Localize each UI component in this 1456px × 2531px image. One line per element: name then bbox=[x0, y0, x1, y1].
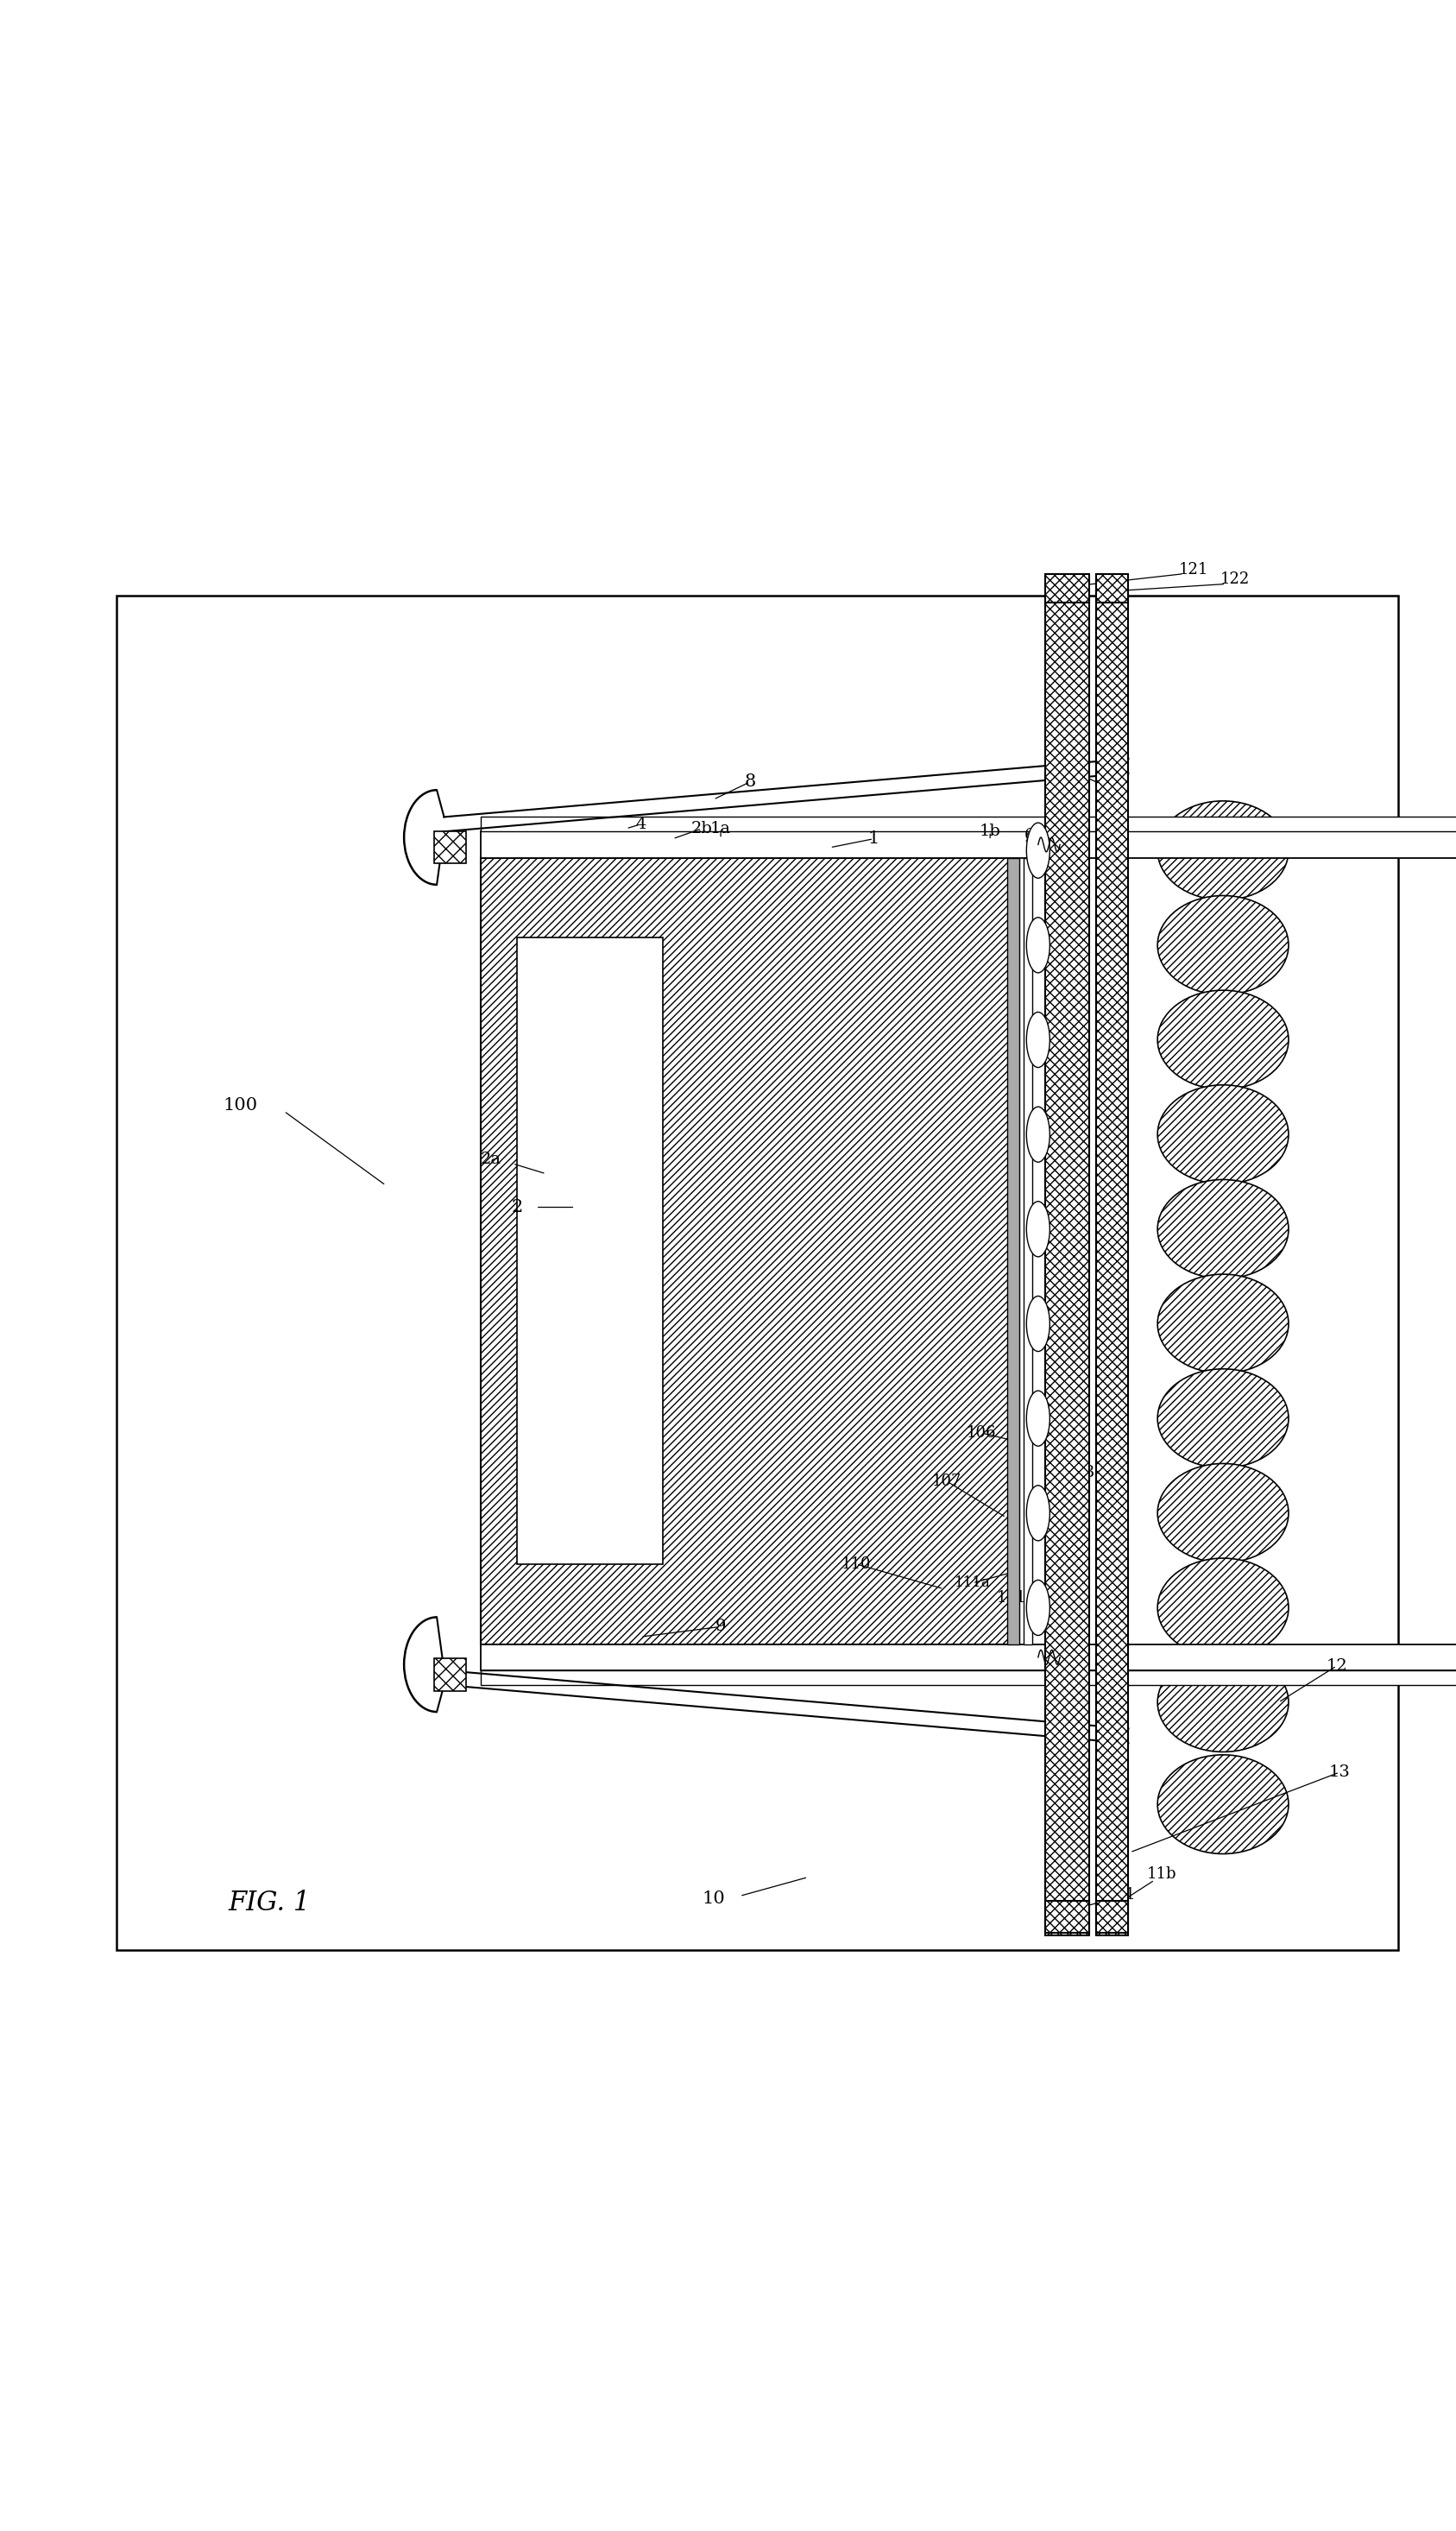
Bar bbox=[1045, 575, 1089, 602]
Text: 4: 4 bbox=[635, 818, 646, 833]
Text: 2: 2 bbox=[511, 1200, 523, 1215]
Ellipse shape bbox=[1158, 1463, 1289, 1562]
Ellipse shape bbox=[1026, 916, 1050, 972]
Text: 8: 8 bbox=[744, 774, 756, 790]
Text: 11b: 11b bbox=[1147, 1865, 1176, 1883]
Text: 111: 111 bbox=[997, 1589, 1026, 1605]
Bar bbox=[480, 1645, 1456, 1670]
Ellipse shape bbox=[1026, 1106, 1050, 1162]
Text: 11a: 11a bbox=[1060, 1873, 1089, 1888]
Text: 111b: 111b bbox=[1022, 1602, 1060, 1617]
Text: 3: 3 bbox=[1083, 1465, 1095, 1481]
Text: 1: 1 bbox=[868, 830, 879, 848]
Text: 100: 100 bbox=[223, 1096, 258, 1114]
Bar bbox=[1008, 858, 1019, 1645]
Text: 2b: 2b bbox=[692, 820, 712, 835]
Ellipse shape bbox=[1026, 823, 1050, 878]
Ellipse shape bbox=[1158, 1179, 1289, 1278]
Text: 11: 11 bbox=[1115, 1886, 1136, 1903]
Text: 7: 7 bbox=[1109, 782, 1121, 797]
Ellipse shape bbox=[1158, 1754, 1289, 1853]
Ellipse shape bbox=[1158, 1086, 1289, 1185]
Ellipse shape bbox=[1026, 1202, 1050, 1258]
Ellipse shape bbox=[1158, 1369, 1289, 1468]
Bar bbox=[116, 595, 1398, 1949]
Text: FIG. 1: FIG. 1 bbox=[229, 1891, 310, 1916]
Bar bbox=[1096, 595, 1128, 1936]
Bar bbox=[480, 858, 1019, 1645]
Ellipse shape bbox=[1026, 1486, 1050, 1541]
Text: 2a: 2a bbox=[480, 1152, 501, 1167]
Bar bbox=[480, 818, 1456, 833]
Bar bbox=[517, 939, 662, 1564]
Ellipse shape bbox=[1158, 1273, 1289, 1374]
Text: 107: 107 bbox=[932, 1473, 961, 1488]
Text: 12: 12 bbox=[1326, 1658, 1347, 1673]
Bar bbox=[1024, 858, 1032, 1645]
Ellipse shape bbox=[1158, 896, 1289, 995]
Text: 13: 13 bbox=[1329, 1764, 1350, 1779]
Ellipse shape bbox=[1026, 1390, 1050, 1445]
Bar bbox=[1045, 1901, 1089, 1934]
Bar bbox=[1096, 1901, 1128, 1934]
Bar bbox=[480, 1670, 1456, 1686]
Text: 106: 106 bbox=[967, 1425, 996, 1440]
Ellipse shape bbox=[1026, 1579, 1050, 1635]
Text: 6: 6 bbox=[1024, 828, 1035, 843]
Bar bbox=[480, 833, 1456, 858]
Text: 5: 5 bbox=[1072, 1498, 1083, 1516]
Bar bbox=[1096, 575, 1128, 602]
Text: 9: 9 bbox=[715, 1620, 727, 1635]
Ellipse shape bbox=[1158, 1653, 1289, 1751]
Ellipse shape bbox=[1026, 1296, 1050, 1352]
Text: 1b: 1b bbox=[980, 823, 1000, 840]
Text: 121: 121 bbox=[1179, 562, 1208, 577]
Ellipse shape bbox=[1158, 1559, 1289, 1658]
Text: 111a: 111a bbox=[955, 1577, 990, 1589]
Bar bbox=[434, 833, 466, 863]
Text: 122: 122 bbox=[1220, 572, 1249, 587]
Ellipse shape bbox=[1158, 990, 1289, 1088]
Bar bbox=[434, 1658, 466, 1691]
Bar bbox=[1045, 595, 1089, 1936]
Text: 10: 10 bbox=[702, 1891, 725, 1908]
Text: 110: 110 bbox=[842, 1557, 871, 1572]
Text: 1a: 1a bbox=[711, 820, 731, 835]
Ellipse shape bbox=[1026, 1012, 1050, 1068]
Ellipse shape bbox=[1158, 800, 1289, 901]
